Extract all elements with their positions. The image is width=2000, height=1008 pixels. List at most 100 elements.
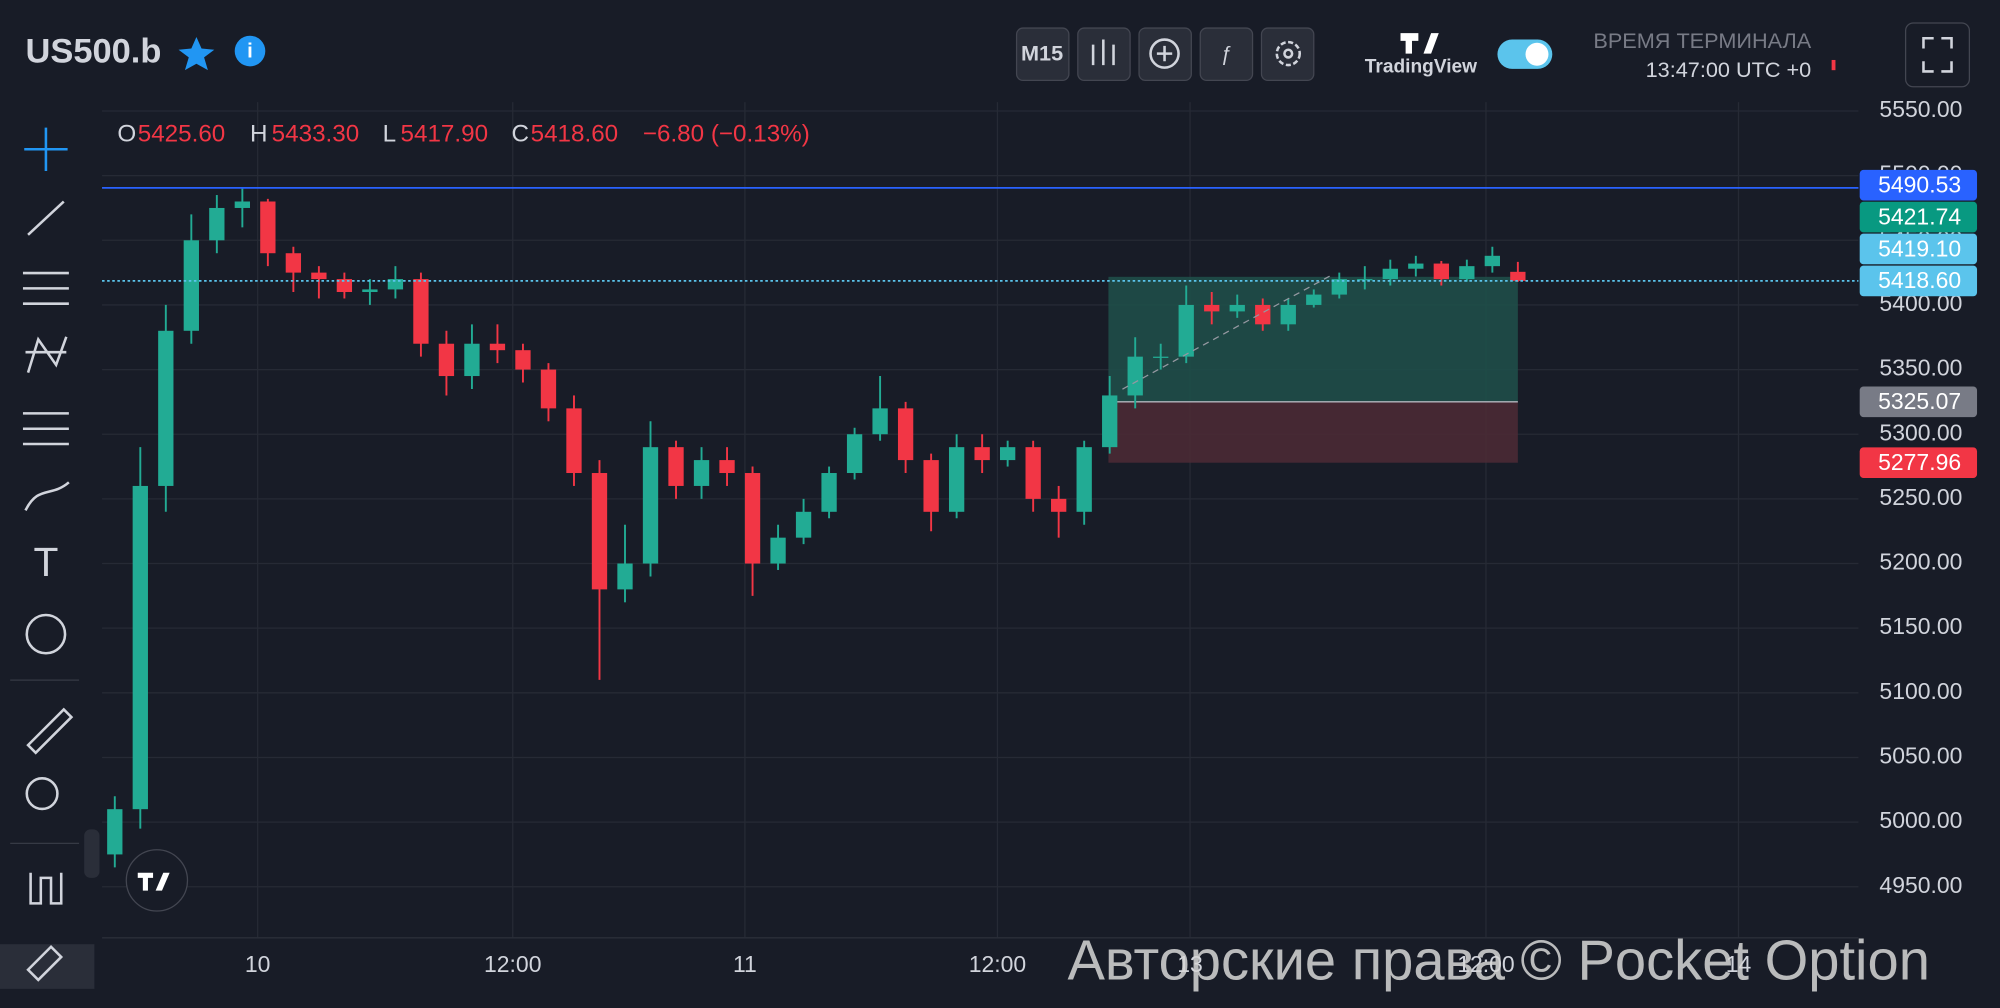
y-tick-label: 5050.00 <box>1879 743 1962 769</box>
price-badge-label: 5490.53 <box>1878 172 1961 198</box>
collapse-toolbar[interactable] <box>84 829 100 878</box>
y-tick-label: 5000.00 <box>1879 807 1962 833</box>
legend-label: L <box>383 121 396 148</box>
y-tick-label: 5100.00 <box>1879 678 1962 704</box>
candle-body <box>336 279 353 293</box>
tv-badge-logo <box>137 872 170 891</box>
crosshair-tool[interactable] <box>24 127 68 171</box>
clock-label: ВРЕМЯ ТЕРМИНАЛА <box>1593 28 1811 53</box>
emoji-tool[interactable] <box>25 613 67 655</box>
candle-body <box>617 563 633 590</box>
y-tick-label: 5150.00 <box>1879 613 1962 639</box>
brand: TradingView <box>1365 57 1477 78</box>
candle-body <box>464 343 480 377</box>
candle-body <box>872 408 888 435</box>
legend-label: C <box>511 121 528 148</box>
candle-body <box>974 447 990 461</box>
price-badge <box>1859 447 1978 479</box>
candle-body <box>770 537 786 564</box>
toolbar-buttons: M15 ƒ <box>1015 27 1315 82</box>
candle-body <box>897 408 914 461</box>
x-tick-label: 12:00 <box>484 951 541 977</box>
candle-body <box>1102 395 1118 448</box>
y-tick-label: 5200.00 <box>1879 549 1962 575</box>
prediction-tool[interactable] <box>22 412 69 446</box>
fib-tool[interactable] <box>22 271 69 305</box>
candle-body <box>158 330 174 486</box>
watermark: Авторские права © Pocket Option <box>1068 928 1930 991</box>
info-icon[interactable] <box>234 35 266 67</box>
candle-body <box>1408 263 1424 269</box>
x-tick-label: 12:00 <box>969 951 1026 977</box>
legend-label: O <box>117 121 136 148</box>
y-tick-label: 5350.00 <box>1879 355 1962 381</box>
legend-value: 5418.60 <box>531 121 619 148</box>
timeframe-button[interactable] <box>1015 27 1070 82</box>
candle-body <box>795 511 812 538</box>
candle-body <box>1178 304 1194 357</box>
x-tick-label: 10 <box>245 951 271 977</box>
tv-badge[interactable] <box>125 849 189 912</box>
symbol[interactable]: US500.b <box>26 33 162 71</box>
drawing-toolbar: T <box>0 127 189 989</box>
price-badge-label: 5325.07 <box>1878 388 1961 414</box>
functions-button[interactable] <box>1199 27 1254 82</box>
price-badge <box>1859 201 1978 233</box>
candle-body <box>1357 279 1373 281</box>
clock: 13:47:00 UTC +0 <box>1646 57 1812 82</box>
pattern-tool[interactable] <box>25 336 68 373</box>
signal-bar <box>1831 59 1836 71</box>
chart-type-icon <box>1091 39 1115 66</box>
price-badge <box>1859 169 1978 201</box>
candle-body <box>1000 447 1016 461</box>
candle-body <box>693 460 710 486</box>
candle-body <box>285 253 302 273</box>
favorite-star[interactable] <box>178 37 215 71</box>
candle-body <box>566 408 582 474</box>
candle-body <box>362 289 378 293</box>
candle-body <box>1127 356 1143 396</box>
fullscreen-button[interactable] <box>1904 22 1971 88</box>
brush-tool[interactable] <box>24 481 70 511</box>
tradingview-logo <box>1400 33 1439 54</box>
candle-body <box>1025 447 1041 499</box>
candle-body <box>948 447 965 512</box>
candle-body <box>1153 356 1169 358</box>
legend-value: 5417.90 <box>401 121 489 148</box>
toggle-knob <box>1525 42 1549 66</box>
price-badge <box>1859 265 1978 297</box>
candle-body <box>107 809 123 855</box>
candle-body <box>821 473 837 512</box>
candle-body <box>1433 263 1449 280</box>
ruler-tool[interactable] <box>26 707 74 755</box>
timeframe: M15 <box>1021 41 1063 66</box>
candle-body <box>1484 255 1500 267</box>
candle-body <box>1459 266 1475 280</box>
text-tool[interactable]: T <box>33 539 58 585</box>
price-badge <box>1859 386 1978 418</box>
trendline-tool[interactable] <box>27 200 65 236</box>
plus-icon-cross <box>1156 45 1173 62</box>
candle-body <box>260 201 276 254</box>
trend-drawing <box>1122 273 1334 390</box>
magnet-tool[interactable] <box>29 872 63 905</box>
y-tick-label: 5550.00 <box>1879 96 1962 122</box>
x-tick-label: 12:00 <box>1457 951 1514 977</box>
settings-icon-center <box>1283 48 1294 59</box>
candle-body <box>1331 279 1347 295</box>
functions-glyph: ƒ <box>1220 43 1231 65</box>
candle-body <box>1510 271 1526 281</box>
candle-body <box>668 447 684 486</box>
candle-body <box>744 473 761 564</box>
settings-button[interactable] <box>1260 27 1315 82</box>
candle-body <box>540 369 557 409</box>
x-tick-label: 13 <box>1177 951 1203 977</box>
candle-body <box>1306 294 1322 305</box>
fullscreen-icon <box>1922 37 1953 73</box>
y-tick-label: 4950.00 <box>1879 872 1962 898</box>
zoom-tool[interactable] <box>25 777 59 811</box>
legend-label: H <box>250 121 267 148</box>
candle-body <box>489 343 506 351</box>
y-tick-label: 5300.00 <box>1879 419 1962 445</box>
